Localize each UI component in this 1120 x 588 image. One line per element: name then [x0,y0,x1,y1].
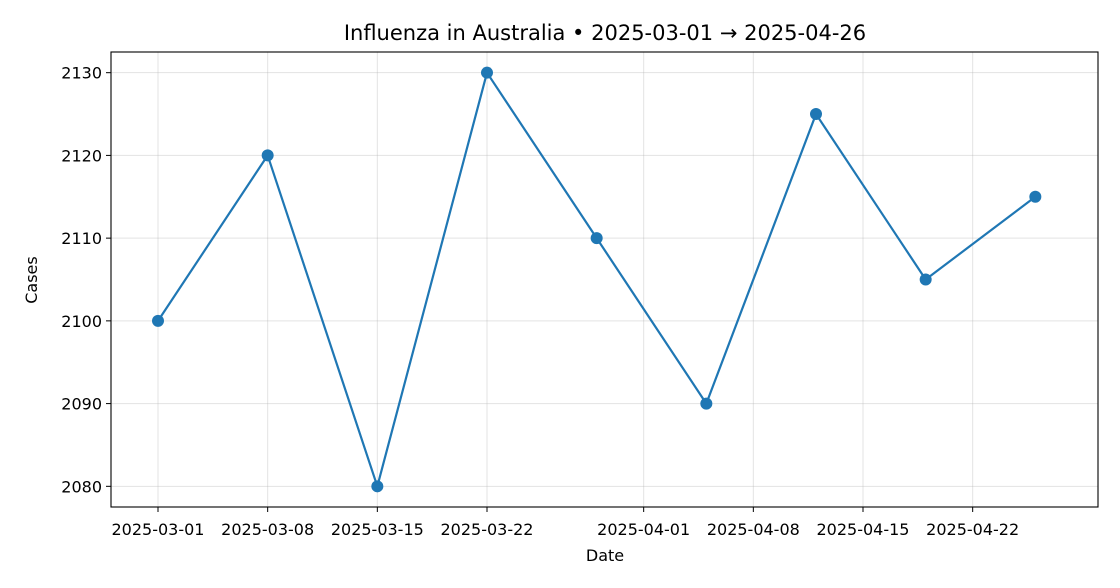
data-point [481,66,493,79]
y-tick-label: 2090 [61,395,102,414]
data-point [590,232,603,245]
tick-layer: 2025-03-01 2025-03-08 2025-03-15 2025-03-22… [61,64,1019,539]
plot-frame [110,51,1099,508]
y-tick-label: 2110 [61,229,102,248]
data-point [919,273,932,286]
x-tick-label: 2025-04-01 [597,520,690,539]
series-layer [152,66,1042,493]
data-point [261,149,274,162]
grid-layer [111,52,1098,507]
y-axis-label: Cases [22,256,41,304]
data-point [700,397,713,410]
x-tick-label: 2025-03-22 [441,520,534,539]
data-point [1029,190,1042,203]
y-tick-label: 2130 [61,64,102,83]
y-tick-label: 2080 [61,477,102,496]
x-tick-label: 2025-04-08 [707,520,800,539]
x-tick-label: 2025-03-08 [221,520,314,539]
x-axis-label: Date [586,546,624,565]
data-point [152,314,164,327]
chart-title: Influenza in Australia • 2025-03-01 → 20… [344,21,866,45]
data-point [371,480,384,493]
x-tick-label: 2025-04-22 [926,520,1019,539]
x-tick-label: 2025-03-15 [331,520,424,539]
y-tick-label: 2120 [61,146,102,165]
x-tick-label: 2025-03-01 [112,520,205,539]
y-tick-label: 2100 [61,312,102,331]
data-point [810,108,822,121]
series-line [157,71,1036,488]
x-tick-label: 2025-04-15 [817,520,910,539]
